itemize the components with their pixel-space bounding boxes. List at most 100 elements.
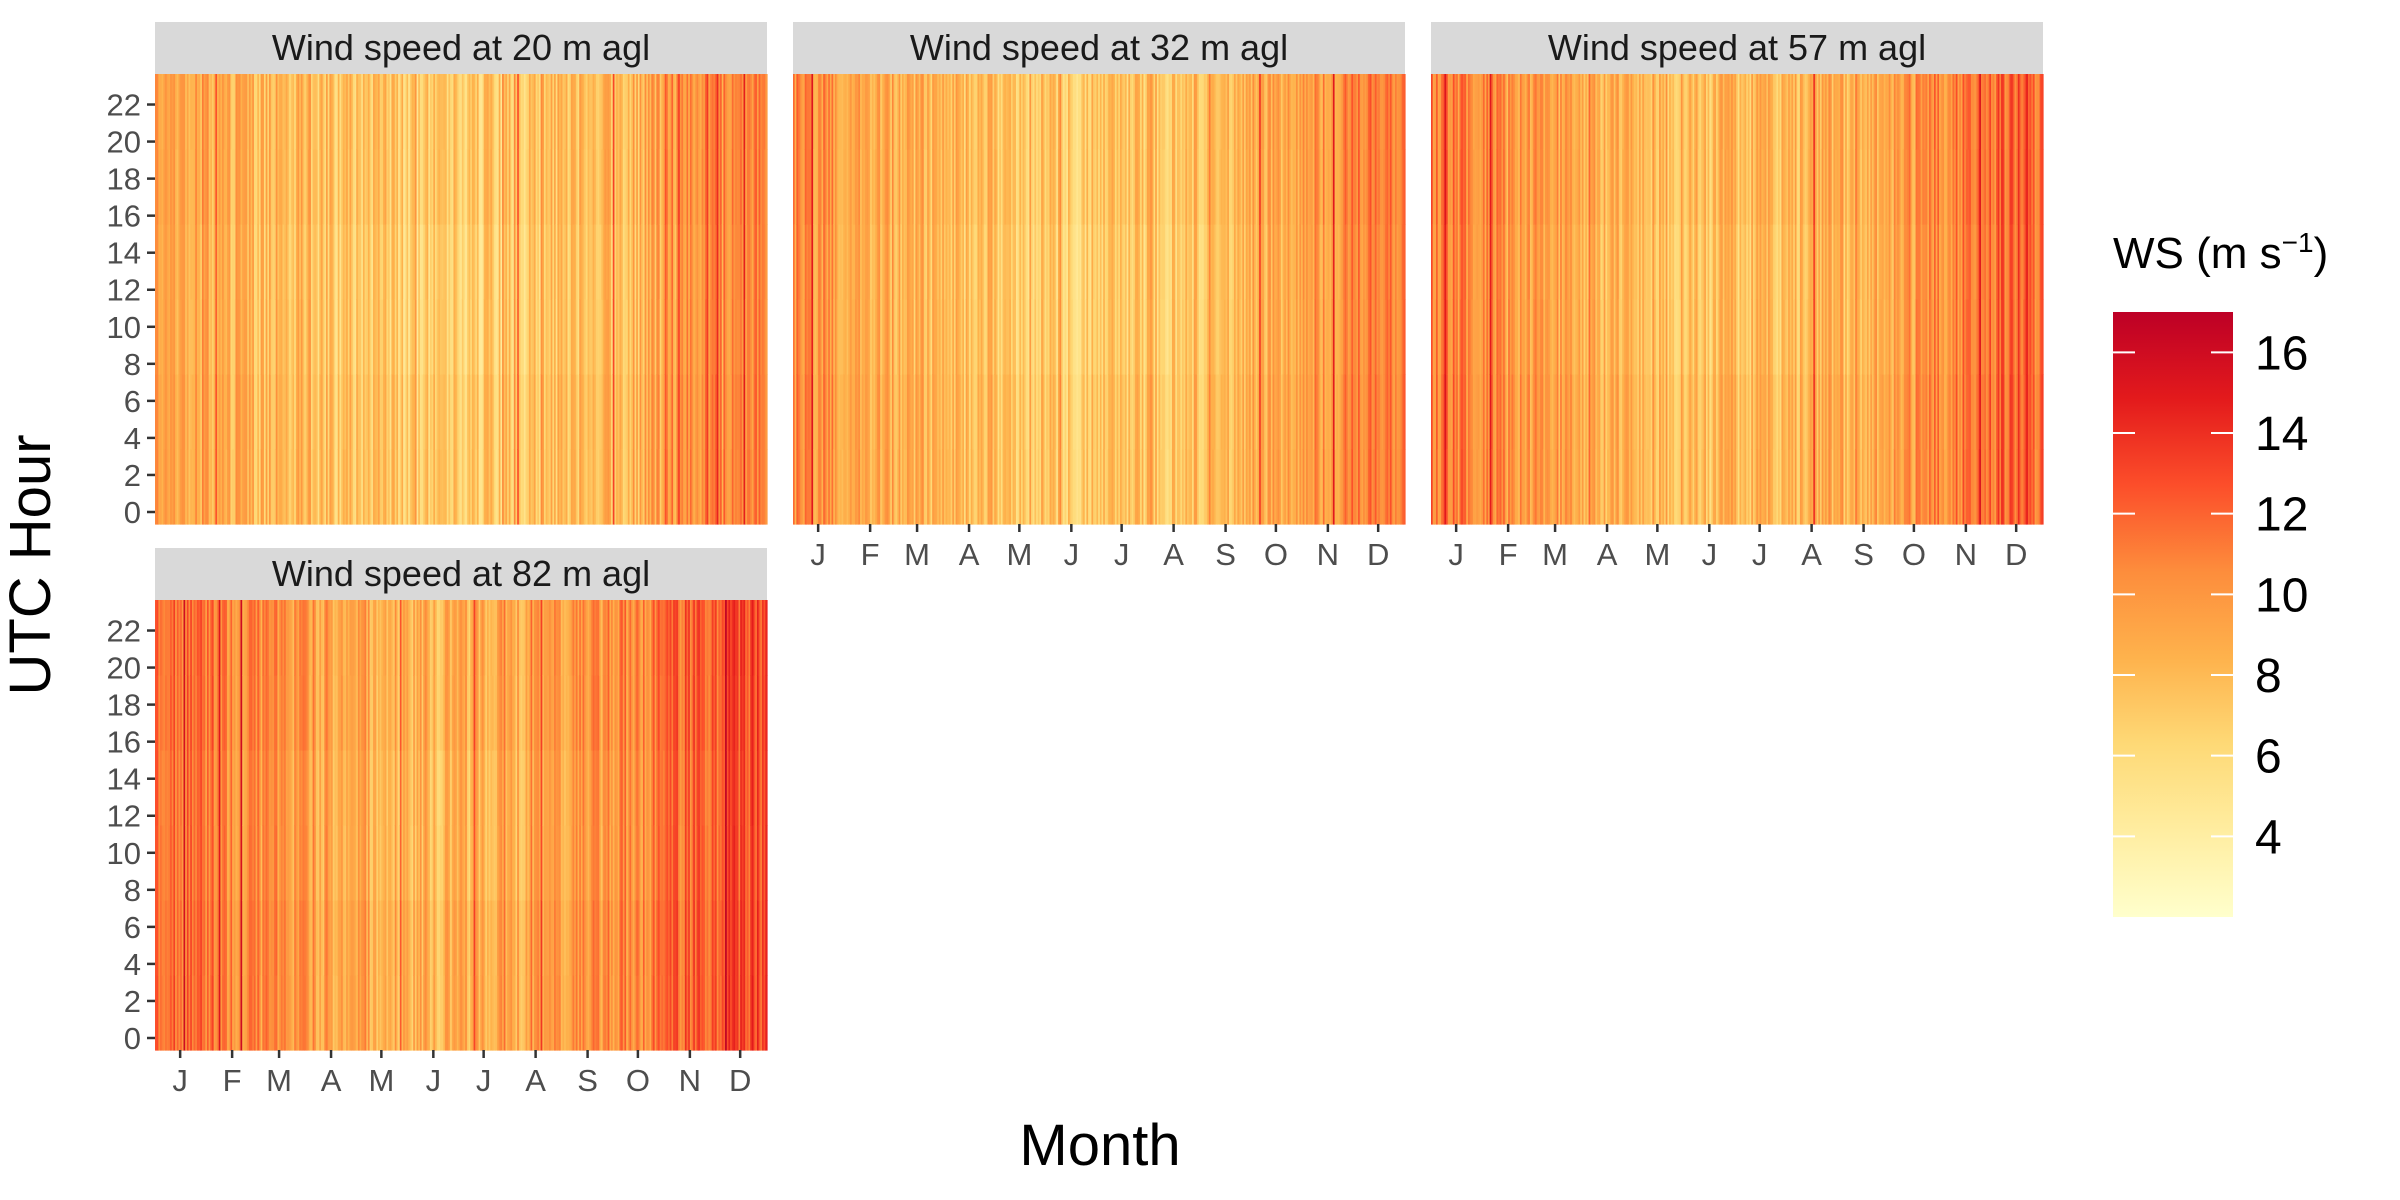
heatmap-cell <box>386 74 389 150</box>
heatmap-cell <box>458 374 461 450</box>
heatmap-cell <box>414 224 418 300</box>
heatmap-cell <box>669 299 673 375</box>
heatmap-cell <box>1452 224 1456 300</box>
heatmap-cell <box>689 224 693 300</box>
heatmap-cell <box>1200 224 1203 300</box>
heatmap-cell <box>1240 449 1243 525</box>
heatmap-cell <box>1185 299 1188 375</box>
heatmap-cell <box>1285 299 1289 375</box>
heatmap-cell <box>913 299 916 375</box>
heatmap-cell <box>937 74 940 150</box>
heatmap-cell <box>336 374 339 450</box>
heatmap-cell <box>1488 224 1491 300</box>
heatmap-cell <box>374 299 377 375</box>
heatmap-cell <box>220 224 223 300</box>
heatmap-cell <box>997 374 1000 450</box>
heatmap-cell <box>289 374 292 450</box>
heatmap-cell <box>701 449 704 525</box>
heatmap-cell <box>1398 149 1401 225</box>
heatmap-cell <box>1166 299 1170 375</box>
heatmap-cell <box>1354 74 1357 150</box>
heatmap-cell <box>1124 374 1128 450</box>
heatmap-cell <box>937 149 940 225</box>
heatmap-cell <box>181 374 185 450</box>
heatmap-cell <box>1531 374 1534 450</box>
heatmap-cell <box>1088 224 1091 300</box>
heatmap-cell <box>644 299 647 375</box>
heatmap-cell <box>471 299 475 375</box>
heatmap-cell <box>614 74 617 150</box>
heatmap-cell <box>158 449 161 525</box>
heatmap-cell <box>339 449 342 525</box>
heatmap-cell <box>1247 299 1250 375</box>
heatmap-cell <box>181 149 185 225</box>
heatmap-cell <box>1312 449 1316 525</box>
heatmap-cell <box>1469 374 1472 450</box>
heatmap-cell <box>828 149 831 225</box>
heatmap-cell <box>396 224 399 300</box>
heatmap-cell <box>652 299 656 375</box>
heatmap-cell <box>388 449 391 525</box>
heatmap-cell <box>1203 449 1207 525</box>
heatmap-cell <box>1496 374 1499 450</box>
heatmap-cell <box>814 449 818 525</box>
heatmap-cell <box>331 74 334 150</box>
heatmap-cell <box>1553 299 1556 375</box>
heatmap-cell <box>958 449 962 525</box>
heatmap-cell <box>396 74 399 150</box>
heatmap-cell <box>896 449 900 525</box>
heatmap-cell <box>436 74 439 150</box>
heatmap-cell <box>545 74 548 150</box>
heatmap-cell <box>1306 374 1309 450</box>
heatmap-cell <box>838 74 841 150</box>
heatmap-cell <box>238 449 242 525</box>
heatmap-cell <box>445 299 448 375</box>
heatmap-cell <box>1393 449 1396 525</box>
heatmap-cell <box>475 224 478 300</box>
heatmap-cell <box>562 149 565 225</box>
heatmap-cell <box>736 374 740 450</box>
heatmap-cell <box>1284 149 1287 225</box>
heatmap-cell <box>756 74 760 150</box>
heatmap-cell <box>984 74 987 150</box>
heatmap-cell <box>252 449 255 525</box>
heatmap-cell <box>1528 449 1531 525</box>
heatmap-cell <box>523 449 527 525</box>
heatmap-cell <box>366 299 369 375</box>
heatmap-cell <box>1004 149 1007 225</box>
heatmap-cell <box>756 449 760 525</box>
heatmap-cell <box>359 74 362 150</box>
heatmap-cell <box>381 224 384 300</box>
heatmap-cell <box>1037 299 1041 375</box>
heatmap-cell <box>1016 449 1019 525</box>
heatmap-cell <box>1403 374 1406 450</box>
heatmap-cell <box>369 299 372 375</box>
heatmap-cell <box>1203 299 1207 375</box>
heatmap-cell <box>1205 74 1208 150</box>
heatmap-cell <box>589 449 592 525</box>
heatmap-cell <box>942 449 945 525</box>
heatmap-cell <box>1576 224 1580 300</box>
heatmap-cell <box>1145 224 1148 300</box>
heatmap-cell <box>937 449 940 525</box>
heatmap-cell <box>604 74 607 150</box>
heatmap-cell <box>1541 74 1544 150</box>
heatmap-cell <box>1347 74 1351 150</box>
heatmap-cell <box>212 149 215 225</box>
heatmap-cell <box>597 449 600 525</box>
heatmap-cell <box>886 374 890 450</box>
heatmap-cell <box>458 224 461 300</box>
heatmap-cell <box>383 74 386 150</box>
heatmap-cell <box>1084 149 1088 225</box>
heatmap-cell <box>1056 74 1059 150</box>
heatmap-cell <box>679 149 683 225</box>
heatmap-cell <box>466 299 470 375</box>
heatmap-cell <box>357 449 361 525</box>
heatmap-cell <box>907 149 910 225</box>
heatmap-cell <box>708 449 711 525</box>
heatmap-cell <box>1551 74 1554 150</box>
heatmap-cell <box>1126 224 1129 300</box>
heatmap-cell <box>912 149 915 225</box>
heatmap-cell <box>1098 149 1101 225</box>
heatmap-cell <box>1084 74 1088 150</box>
